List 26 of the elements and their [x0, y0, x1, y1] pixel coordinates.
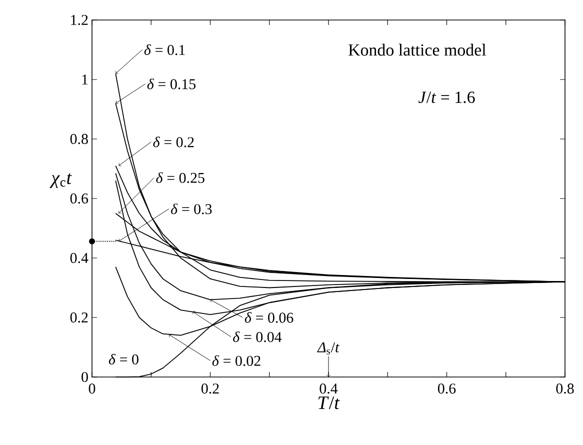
y-axis-title: χ$_{c}$t	[50, 173, 72, 188]
y-tick-label: 1.2	[71, 14, 88, 26]
y-tick-label: 0.8	[70, 134, 88, 144]
x-tick-label: 0.8	[556, 384, 574, 394]
x-axis-title: T/t	[318, 396, 340, 410]
annotation: δ = 0.2	[153, 136, 194, 148]
y-tick-label: 0	[82, 372, 88, 382]
annotation: J/t = 1.6	[418, 92, 475, 104]
x-tick-label: 0.4	[320, 384, 338, 394]
annotation: Δ$_{s}$/t	[317, 342, 340, 354]
annotation: δ = 0.04	[233, 332, 282, 342]
x-tick-label: 0	[88, 384, 96, 394]
x-tick-label: 0.2	[201, 384, 219, 394]
x-tick-label: 0.6	[438, 384, 456, 394]
y-tick-label: 0.6	[70, 193, 88, 204]
annotation: δ = 0.06	[244, 312, 294, 323]
annotation: δ = 0.25	[156, 172, 204, 184]
annotation: δ = 0.3	[170, 204, 212, 214]
annotation: δ = 0.02	[212, 355, 260, 366]
annotation: δ = 0	[108, 354, 138, 364]
y-tick-label: 1	[82, 74, 88, 84]
annotation: δ = 0.1	[144, 44, 185, 56]
y-tick-label: 0.2	[70, 312, 88, 323]
y-tick-label: 0.4	[70, 252, 88, 264]
annotation: δ = 0.15	[147, 78, 196, 90]
annotation: Kondo lattice model	[348, 44, 486, 56]
